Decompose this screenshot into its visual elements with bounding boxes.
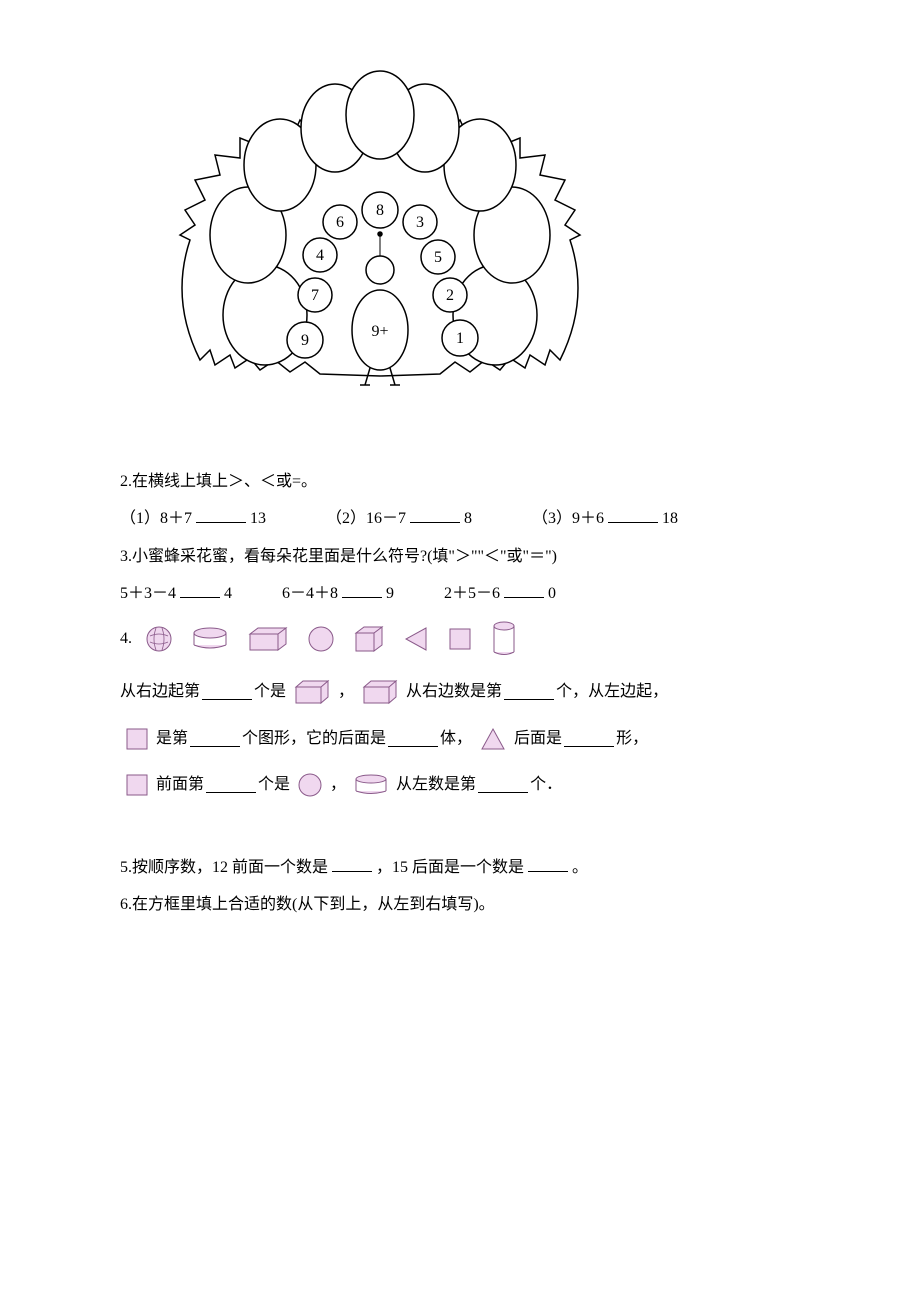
q3-item2-lhs: 6－4＋8 bbox=[282, 585, 338, 602]
q2-item3-rhs: 18 bbox=[662, 510, 678, 527]
q5-c: 。 bbox=[572, 859, 588, 876]
q4-l2-a: 是第 bbox=[156, 726, 188, 752]
q4-l2-b: 个图形，它的后面是 bbox=[242, 726, 386, 752]
q4-l1-blank1[interactable] bbox=[202, 683, 252, 700]
q4-l2-blank3[interactable] bbox=[564, 730, 614, 747]
sphere-icon bbox=[144, 624, 174, 654]
q4-l1-b: 个是 bbox=[254, 679, 286, 705]
q2-item3-lhs: （3）9＋6 bbox=[532, 510, 604, 527]
q3-prompt: 3.小蜜蜂采花蜜，看每朵花里面是什么符号?(填"＞""＜"或"＝") bbox=[120, 544, 800, 570]
q4-l1-comma: ， bbox=[338, 679, 354, 705]
feather-7: 7 bbox=[311, 287, 319, 304]
q2-prompt: 2.在横线上填上＞、＜或=。 bbox=[120, 469, 800, 495]
q4-line3: 前面第 个是 ， 从左数是第 个． bbox=[120, 771, 800, 799]
q4-shapes-row: 4. bbox=[120, 619, 800, 659]
circle-icon bbox=[306, 624, 336, 654]
q3-item3-blank[interactable] bbox=[504, 581, 544, 598]
peacock-figure: 9 7 4 6 8 3 5 2 1 9+ bbox=[170, 60, 800, 429]
q4-l3-c: 从左数是第 bbox=[396, 772, 476, 798]
q4-l1-blank2[interactable] bbox=[504, 683, 554, 700]
q4-l2-blank2[interactable] bbox=[388, 730, 438, 747]
q2-item2-rhs: 8 bbox=[464, 510, 472, 527]
feather-9: 9 bbox=[301, 332, 309, 349]
q4-line2: 是第 个图形，它的后面是 体， 后面是 形， bbox=[120, 725, 800, 753]
q4-l1-d: 个，从左边起， bbox=[556, 679, 668, 705]
peacock-svg: 9 7 4 6 8 3 5 2 1 9+ bbox=[170, 60, 590, 420]
q2-item1-lhs: （1）8＋7 bbox=[120, 510, 192, 527]
q3-item2-blank[interactable] bbox=[342, 581, 382, 598]
q2-item3-blank[interactable] bbox=[608, 506, 658, 523]
q2-item1-blank[interactable] bbox=[196, 506, 246, 523]
short-cylinder-icon bbox=[190, 625, 230, 653]
q4-l3-a: 前面第 bbox=[156, 772, 204, 798]
feather-2: 2 bbox=[446, 287, 454, 304]
feather-1: 1 bbox=[456, 330, 464, 347]
q4-l1-a: 从右边起第 bbox=[120, 679, 200, 705]
cube-icon bbox=[352, 623, 386, 655]
q4-l3-b: 个是 bbox=[258, 772, 290, 798]
triangle-small-icon bbox=[478, 725, 508, 753]
q4-l3-blank2[interactable] bbox=[478, 776, 528, 793]
cuboid-small2-icon bbox=[360, 677, 400, 707]
q3-item3-rhs: 0 bbox=[548, 585, 556, 602]
q3-item1-rhs: 4 bbox=[224, 585, 232, 602]
feather-4: 4 bbox=[316, 247, 324, 264]
q4-l1-c: 从右边数是第 bbox=[406, 679, 502, 705]
q5-b: ，15 后面是一个数是 bbox=[376, 859, 524, 876]
q2-item2-blank[interactable] bbox=[410, 506, 460, 523]
feather-8: 8 bbox=[376, 202, 384, 219]
cuboid-icon bbox=[246, 624, 290, 654]
circle-small-icon bbox=[296, 771, 324, 799]
short-cylinder2-icon bbox=[352, 772, 390, 798]
q5-blank2[interactable] bbox=[528, 855, 568, 872]
q5-a: 5.按顺序数，12 前面一个数是 bbox=[120, 859, 328, 876]
square-small-icon bbox=[124, 726, 150, 752]
feather-3: 3 bbox=[416, 214, 424, 231]
q2-item1-rhs: 13 bbox=[250, 510, 266, 527]
feather-5: 5 bbox=[434, 249, 442, 266]
q5-blank1[interactable] bbox=[332, 855, 372, 872]
cuboid-small-icon bbox=[292, 677, 332, 707]
q4-l2-blank1[interactable] bbox=[190, 730, 240, 747]
peacock-center: 9+ bbox=[371, 323, 388, 340]
q5: 5.按顺序数，12 前面一个数是 ，15 后面是一个数是 。 bbox=[120, 855, 800, 881]
square-small2-icon bbox=[124, 772, 150, 798]
q3-item3-lhs: 2＋5－6 bbox=[444, 585, 500, 602]
q3-items: 5＋3－4 4 6－4＋8 9 2＋5－6 0 bbox=[120, 581, 800, 607]
q2-item2-lhs: （2）16－7 bbox=[326, 510, 406, 527]
triangle-icon bbox=[402, 624, 430, 654]
q2-items: （1）8＋7 13 （2）16－7 8 （3）9＋6 18 bbox=[120, 506, 800, 532]
square-icon bbox=[446, 625, 474, 653]
q3-item2-rhs: 9 bbox=[386, 585, 394, 602]
q4-l3-comma: ， bbox=[330, 772, 346, 798]
q4-prefix: 4. bbox=[120, 626, 132, 652]
q3-item1-lhs: 5＋3－4 bbox=[120, 585, 176, 602]
q4-l3-blank1[interactable] bbox=[206, 776, 256, 793]
q4-l2-d: 后面是 bbox=[514, 726, 562, 752]
q4-l2-e: 形， bbox=[616, 726, 648, 752]
q4-line1: 从右边起第 个是 ， 从右边数是第 个，从左边起， bbox=[120, 677, 800, 707]
q3-item1-blank[interactable] bbox=[180, 581, 220, 598]
tall-cylinder-icon bbox=[490, 619, 518, 659]
q4-l3-d: 个． bbox=[530, 772, 562, 798]
q6: 6.在方框里填上合适的数(从下到上，从左到右填写)。 bbox=[120, 892, 800, 918]
feather-6: 6 bbox=[336, 214, 344, 231]
q4-l2-c: 体， bbox=[440, 726, 472, 752]
